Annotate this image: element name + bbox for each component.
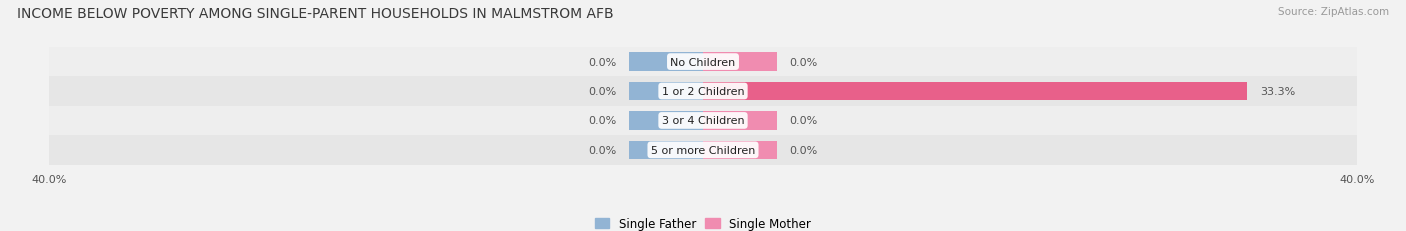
Text: 33.3%: 33.3% bbox=[1260, 87, 1295, 97]
Bar bbox=[630, 141, 703, 159]
Bar bbox=[703, 141, 776, 159]
Bar bbox=[630, 112, 703, 130]
Bar bbox=[49, 136, 1357, 165]
Bar bbox=[630, 53, 703, 71]
Text: 0.0%: 0.0% bbox=[588, 145, 616, 155]
Bar bbox=[49, 77, 1357, 106]
Text: 0.0%: 0.0% bbox=[588, 57, 616, 67]
Bar bbox=[703, 53, 776, 71]
Text: 1 or 2 Children: 1 or 2 Children bbox=[662, 87, 744, 97]
Text: 0.0%: 0.0% bbox=[790, 145, 818, 155]
Text: 0.0%: 0.0% bbox=[588, 116, 616, 126]
Text: 3 or 4 Children: 3 or 4 Children bbox=[662, 116, 744, 126]
Bar bbox=[49, 106, 1357, 136]
Text: 5 or more Children: 5 or more Children bbox=[651, 145, 755, 155]
Legend: Single Father, Single Mother: Single Father, Single Mother bbox=[591, 213, 815, 231]
Text: Source: ZipAtlas.com: Source: ZipAtlas.com bbox=[1278, 7, 1389, 17]
Bar bbox=[703, 82, 1247, 101]
Text: 0.0%: 0.0% bbox=[790, 57, 818, 67]
Bar bbox=[630, 82, 703, 101]
Text: INCOME BELOW POVERTY AMONG SINGLE-PARENT HOUSEHOLDS IN MALMSTROM AFB: INCOME BELOW POVERTY AMONG SINGLE-PARENT… bbox=[17, 7, 613, 21]
Bar bbox=[703, 112, 776, 130]
Bar bbox=[49, 48, 1357, 77]
Text: No Children: No Children bbox=[671, 57, 735, 67]
Text: 0.0%: 0.0% bbox=[790, 116, 818, 126]
Text: 0.0%: 0.0% bbox=[588, 87, 616, 97]
